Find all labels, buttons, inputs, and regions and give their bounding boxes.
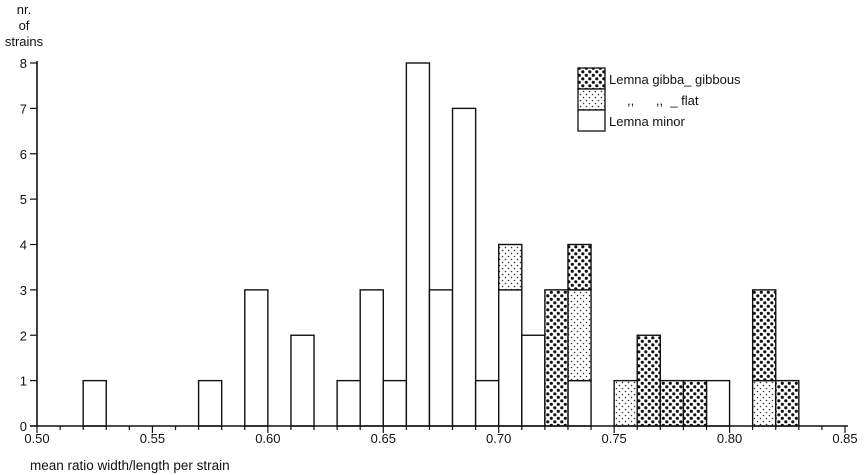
x-tick-label: 0.60 xyxy=(255,431,280,446)
bar-minor xyxy=(244,289,269,427)
bar-gibbous xyxy=(544,289,569,427)
legend-label-flat: ,, ,, _ flat xyxy=(627,93,699,108)
bar-minor xyxy=(705,379,731,427)
y-tick-label: 2 xyxy=(20,328,27,343)
y-tick-label: 5 xyxy=(20,192,27,207)
bar-minor xyxy=(521,334,546,427)
y-tick-label: 1 xyxy=(20,374,27,389)
y-axis-label-line-2: of xyxy=(19,18,30,33)
x-tick-label: 0.50 xyxy=(24,431,49,446)
bar-minor xyxy=(82,379,107,427)
x-ticks: 0.50 0.55 0.60 0.65 0.70 0.75 0.80 0.85 xyxy=(24,426,858,446)
legend-swatch-flat xyxy=(577,88,606,111)
legend-label-minor: Lemna minor xyxy=(609,114,686,129)
y-tick-label: 4 xyxy=(20,238,27,253)
bar-gibbous xyxy=(636,334,662,427)
bar-minor xyxy=(290,334,315,427)
bar-gibbous xyxy=(751,289,777,382)
legend-swatch-minor xyxy=(577,109,606,132)
bar-minor xyxy=(197,379,223,427)
bar-gibbous xyxy=(682,379,708,427)
bar-gibbous xyxy=(567,243,592,291)
x-tick-label: 0.65 xyxy=(371,431,396,446)
bar-minor xyxy=(451,107,477,427)
bar-minor xyxy=(474,379,500,427)
x-tick-label: 0.75 xyxy=(601,431,626,446)
y-axis-label-line-1: nr. xyxy=(17,2,31,17)
bar-minor xyxy=(336,379,361,427)
x-tick-label: 0.80 xyxy=(717,431,742,446)
bars-layer xyxy=(82,62,800,427)
x-tick-label: 0.70 xyxy=(486,431,511,446)
bar-flat xyxy=(567,289,592,382)
legend-label-gibbous: Lemna gibba_ gibbous xyxy=(609,72,741,87)
bar-minor xyxy=(498,289,523,427)
bar-gibbous xyxy=(659,379,685,427)
bar-minor xyxy=(405,62,431,427)
y-tick-label: 7 xyxy=(20,101,27,116)
y-axis-label-line-3: strains xyxy=(5,34,44,49)
y-tick-label: 6 xyxy=(20,147,27,162)
axes: 0.50 0.55 0.60 0.65 0.70 0.75 0.80 0.85 0 1 2 3 4 5 6… xyxy=(20,56,858,446)
bar-minor xyxy=(359,289,384,427)
y-tick-label: 8 xyxy=(20,56,27,71)
bar-minor xyxy=(567,379,592,427)
x-tick-label: 0.85 xyxy=(832,431,857,446)
bar-flat xyxy=(751,379,777,427)
y-axis-label: nr. of strains xyxy=(5,2,44,49)
legend-swatch-gibbous xyxy=(577,67,606,90)
y-ticks: 0 1 2 3 4 5 6 7 8 xyxy=(20,56,37,434)
bar-flat xyxy=(613,379,638,427)
y-tick-label: 3 xyxy=(20,283,27,298)
bar-gibbous xyxy=(775,379,800,427)
legend: Lemna gibba_ gibbous ,, ,, _ flat Lemna … xyxy=(577,67,741,132)
bar-minor xyxy=(428,289,454,427)
x-axis-label: mean ratio width/length per strain xyxy=(30,458,230,473)
bar-flat xyxy=(498,243,523,291)
bar-minor xyxy=(382,379,408,427)
x-tick-label: 0.55 xyxy=(140,431,165,446)
y-tick-label: 0 xyxy=(20,419,27,434)
